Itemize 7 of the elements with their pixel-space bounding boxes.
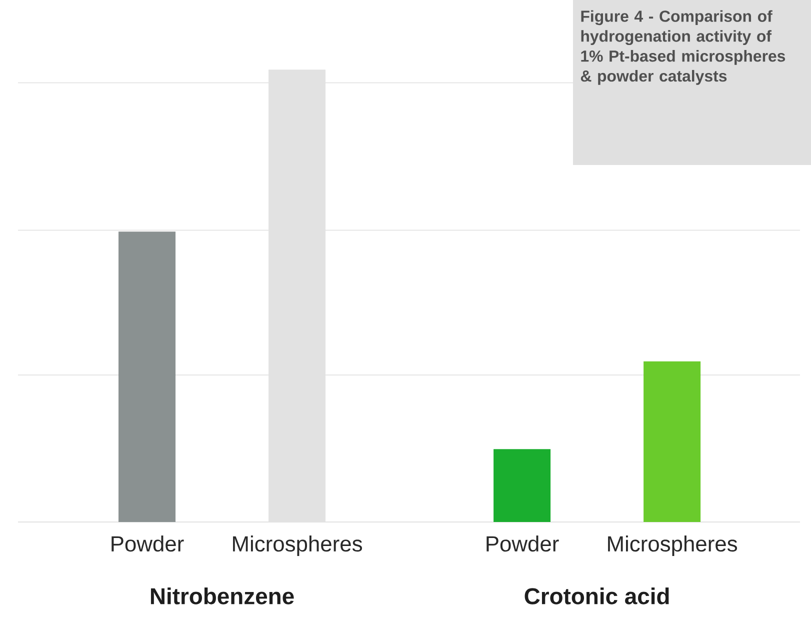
x-tick-label: Microspheres [608,536,738,556]
chart-title: Figure 4 - Comparison of hydrogenation activity of 1% Pt-based microspheres & powder catalysts [580,10,786,85]
text: Crotonic acid [524,588,669,604]
x-tick-label: Powder [112,536,184,552]
x-tick-label: Powder [486,536,559,552]
text: Nitrobenzene [150,588,294,604]
x-tick-label: Microspheres [233,536,362,556]
